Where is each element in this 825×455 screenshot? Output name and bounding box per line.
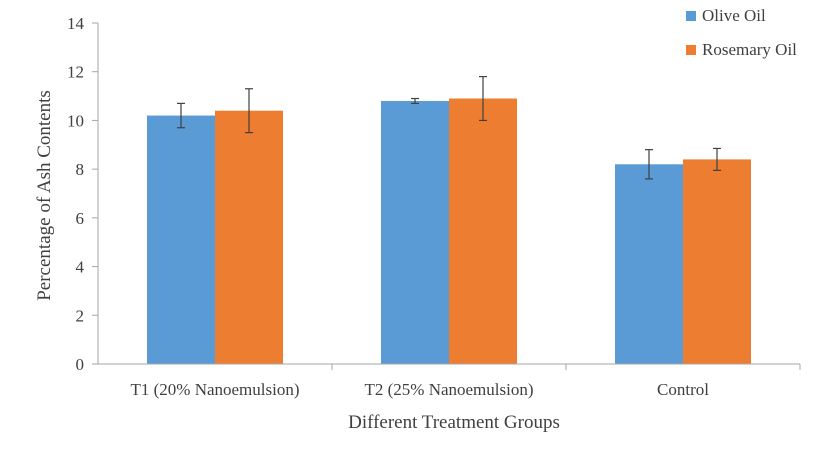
bar-rosemary-oil-2 [449, 98, 517, 364]
y-tick-label: 2 [76, 306, 85, 325]
error-bar [177, 102, 185, 129]
y-tick-label: 14 [67, 14, 85, 33]
x-tick-label: Control [657, 380, 709, 399]
bar-olive-oil-3 [615, 164, 683, 364]
error-bar [645, 149, 653, 180]
bar-olive-oil-2 [381, 100, 449, 364]
legend-swatch [686, 45, 696, 55]
x-tick-label: T2 (25% Nanoemulsion) [364, 380, 533, 399]
x-axis-ticks: T1 (20% Nanoemulsion) T2 (25% Nanoemulsio… [130, 364, 801, 399]
legend-swatch [686, 11, 696, 21]
error-bars [177, 75, 721, 180]
bar-rosemary-oil-1 [215, 110, 283, 364]
bar-rosemary-oil-3 [683, 159, 751, 364]
y-tick-label: 8 [76, 160, 85, 179]
error-bar [479, 75, 487, 122]
legend-item-olive-oil: Olive Oil [686, 6, 766, 25]
error-bar [713, 147, 721, 171]
y-axis-title: Percentage of Ash Contents [34, 90, 55, 301]
y-axis-ticks: 0 2 4 6 8 10 12 14 [67, 14, 98, 374]
x-axis-title: Different Treatment Groups [348, 412, 560, 433]
y-tick-label: 10 [67, 111, 84, 130]
y-tick-label: 6 [76, 209, 85, 228]
bar-olive-oil-1 [147, 115, 215, 364]
y-tick-label: 0 [76, 355, 85, 374]
legend-label: Rosemary Oil [702, 40, 797, 59]
error-bar [245, 88, 253, 134]
y-tick-label: 4 [76, 258, 85, 277]
x-tick-label: T1 (20% Nanoemulsion) [130, 380, 299, 399]
legend-label: Olive Oil [702, 6, 766, 25]
bars [147, 98, 751, 364]
y-tick-label: 12 [67, 63, 84, 82]
legend-item-rosemary-oil: Rosemary Oil [686, 40, 797, 59]
error-bar [411, 97, 419, 104]
legend: Olive Oil Rosemary Oil [686, 6, 797, 59]
